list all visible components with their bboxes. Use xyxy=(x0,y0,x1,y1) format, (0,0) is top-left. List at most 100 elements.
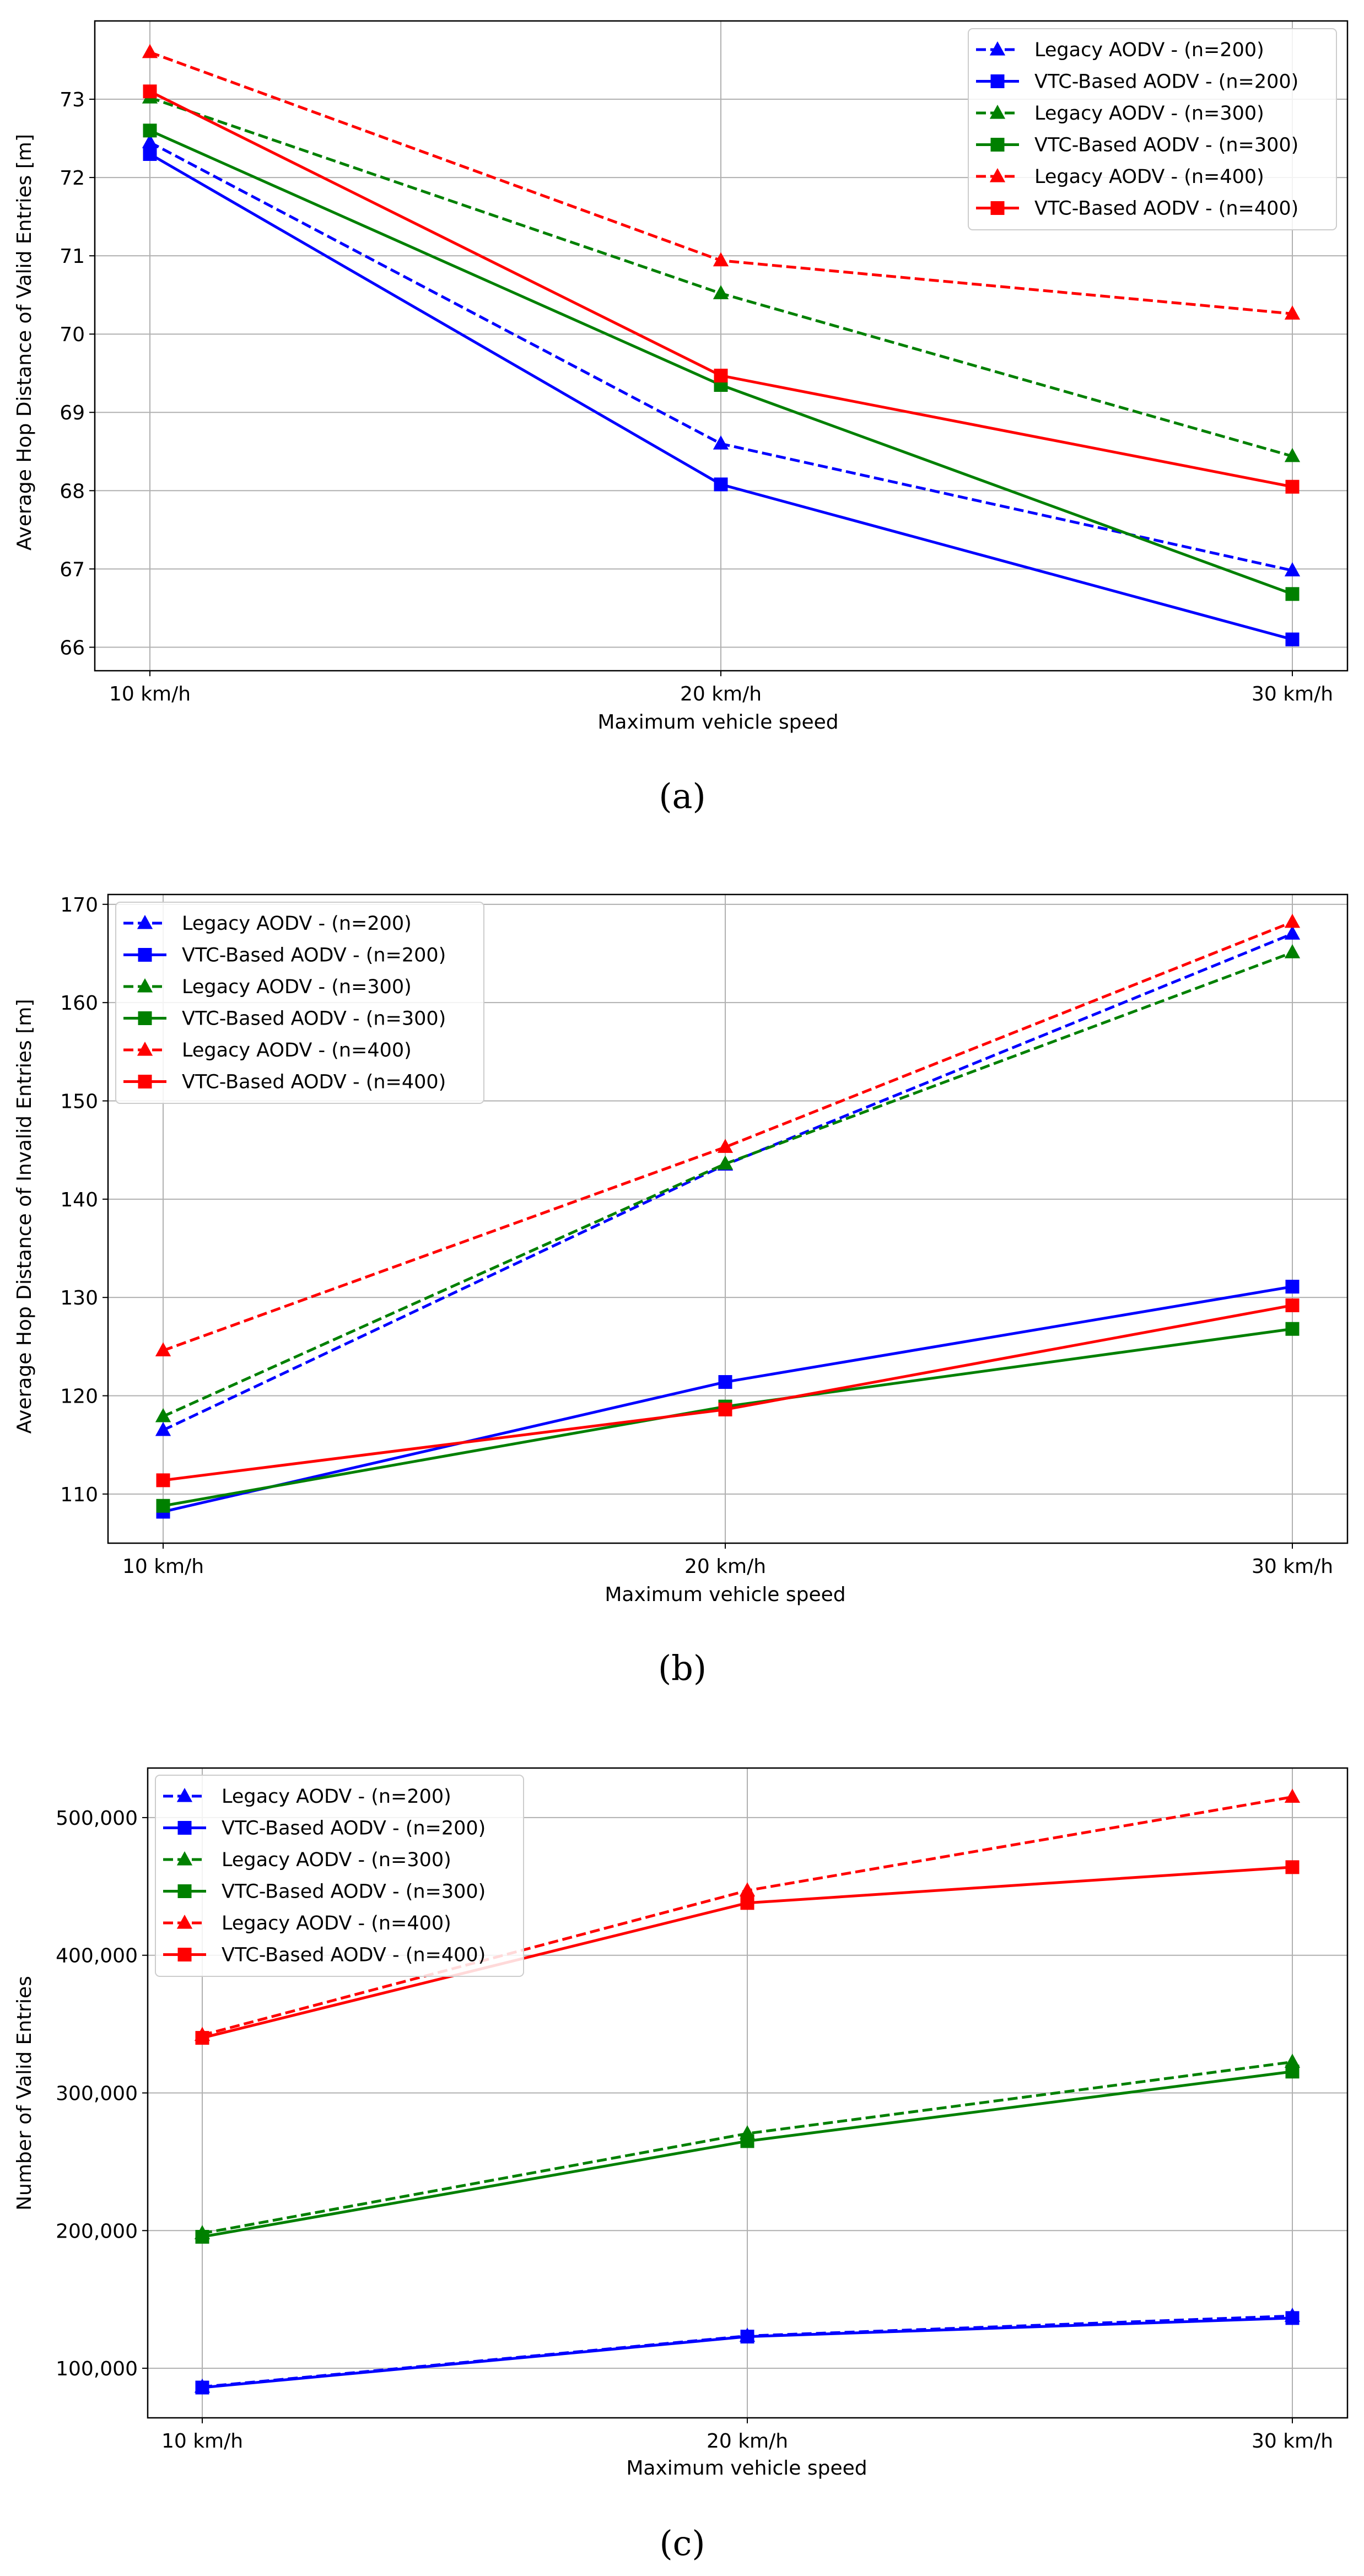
x-tick-label: 30 km/h xyxy=(1252,1555,1333,1578)
legend: Legacy AODV - (n=200) VTC-Based AODV - (n… xyxy=(115,902,484,1104)
plot-frame xyxy=(107,893,1349,1544)
data-point xyxy=(1285,479,1300,494)
legend-marker xyxy=(990,74,1005,88)
y-tick-label: 150 xyxy=(60,1091,98,1113)
legend-label: Legacy AODV - (n=300) xyxy=(222,1849,451,1871)
series-line xyxy=(163,920,1293,1352)
plot-frame xyxy=(94,20,1349,672)
legend-marker xyxy=(176,1787,193,1802)
data-point xyxy=(717,1139,734,1153)
legend-frame xyxy=(155,1775,524,1977)
data-point xyxy=(1285,632,1300,646)
y-axis-label: Average Hop Distance of Invalid Entries … xyxy=(13,999,36,1434)
data-point xyxy=(718,1402,732,1416)
legend-frame xyxy=(968,28,1337,230)
legend-label: Legacy AODV - (n=400) xyxy=(1034,166,1264,188)
data-point xyxy=(1284,562,1301,576)
y-tick-label: 72 xyxy=(60,167,85,190)
data-point xyxy=(156,1473,170,1488)
legend-label: VTC-Based AODV - (n=300) xyxy=(1034,134,1298,157)
legend-item: VTC-Based AODV - (n=400) xyxy=(976,198,1298,220)
series-6 xyxy=(156,1298,1300,1488)
series-5 xyxy=(155,913,1301,1357)
legend-item: Legacy AODV - (n=200) xyxy=(123,913,412,935)
legend-item: VTC-Based AODV - (n=300) xyxy=(123,1008,446,1030)
data-point xyxy=(1285,1280,1300,1294)
legend-label: VTC-Based AODV - (n=200) xyxy=(222,1818,486,1840)
x-tick-label: 20 km/h xyxy=(684,1555,766,1578)
legend-item: VTC-Based AODV - (n=200) xyxy=(976,71,1298,93)
y-tick-label: 70 xyxy=(60,324,85,346)
data-point xyxy=(1285,1860,1300,1874)
legend-label: Legacy AODV - (n=200) xyxy=(1034,39,1264,61)
data-point xyxy=(1285,1322,1300,1336)
legend-label: VTC-Based AODV - (n=300) xyxy=(182,1008,446,1030)
chart-panel-b: Average Hop Distance of Invalid Entries … xyxy=(13,893,1349,1688)
data-point xyxy=(717,1155,734,1170)
legend-marker xyxy=(989,168,1006,182)
legend-marker xyxy=(176,1914,193,1929)
x-tick-label: 10 km/h xyxy=(109,683,191,705)
data-point xyxy=(142,44,158,58)
legend-label: VTC-Based AODV - (n=400) xyxy=(222,1944,486,1966)
chart-panel-a: Average Hop Distance of Valid Entries [m… xyxy=(13,20,1349,816)
data-point xyxy=(1285,1298,1300,1312)
y-tick-label: 140 xyxy=(60,1189,98,1211)
y-tick-label: 73 xyxy=(60,89,85,111)
legend-frame xyxy=(115,902,484,1104)
data-point xyxy=(713,252,729,267)
x-tick-label: 10 km/h xyxy=(122,1555,204,1578)
y-tick-label: 120 xyxy=(60,1386,98,1408)
data-point xyxy=(1284,925,1301,940)
y-tick-label: 400,000 xyxy=(56,1945,138,1968)
legend-marker xyxy=(177,1821,192,1835)
data-point xyxy=(1285,2311,1300,2325)
series-5 xyxy=(142,44,1301,320)
y-tick-label: 66 xyxy=(60,637,85,659)
legend-item: Legacy AODV - (n=200) xyxy=(163,1786,451,1808)
series-3 xyxy=(155,944,1301,1422)
data-point xyxy=(1284,944,1301,958)
data-point xyxy=(143,84,157,99)
legend-marker xyxy=(990,138,1005,152)
legend-marker xyxy=(138,1011,152,1025)
legend-label: Legacy AODV - (n=200) xyxy=(182,913,412,935)
legend: Legacy AODV - (n=200) VTC-Based AODV - (n… xyxy=(968,28,1337,230)
legend-label: Legacy AODV - (n=300) xyxy=(1034,103,1264,125)
data-point xyxy=(714,368,728,382)
legend-item: VTC-Based AODV - (n=300) xyxy=(976,134,1298,157)
legend-marker xyxy=(989,41,1006,56)
x-tick-label: 30 km/h xyxy=(1252,2430,1333,2453)
data-point xyxy=(740,1896,754,1910)
data-point xyxy=(155,1342,171,1357)
data-point xyxy=(195,2031,209,2045)
x-tick-label: 30 km/h xyxy=(1252,683,1333,705)
legend-marker xyxy=(177,1884,192,1898)
legend-item: VTC-Based AODV - (n=400) xyxy=(123,1071,446,1093)
chart-panel-c: Number of Valid Entries Maximum vehicle … xyxy=(13,1767,1349,2563)
legend-marker xyxy=(990,201,1005,215)
legend-item: Legacy AODV - (n=400) xyxy=(123,1039,412,1061)
legend-item: Legacy AODV - (n=400) xyxy=(976,166,1264,188)
data-point xyxy=(1284,1788,1301,1803)
legend-item: Legacy AODV - (n=200) xyxy=(976,39,1264,61)
legend-label: VTC-Based AODV - (n=400) xyxy=(182,1071,446,1093)
y-tick-label: 300,000 xyxy=(56,2083,138,2105)
y-tick-label: 67 xyxy=(60,558,85,581)
y-tick-label: 110 xyxy=(60,1484,98,1506)
y-tick-label: 69 xyxy=(60,402,85,424)
data-point xyxy=(713,435,729,450)
legend-item: Legacy AODV - (n=300) xyxy=(976,103,1264,125)
x-axis-label: Maximum vehicle speed xyxy=(626,2457,867,2480)
data-point xyxy=(155,1421,171,1436)
y-tick-label: 100,000 xyxy=(56,2358,138,2380)
data-point xyxy=(740,2134,754,2148)
data-point xyxy=(718,1375,732,1389)
legend-marker xyxy=(176,1851,193,1866)
legend-item: VTC-Based AODV - (n=400) xyxy=(163,1944,486,1966)
y-tick-label: 160 xyxy=(60,992,98,1015)
data-point xyxy=(156,1499,170,1513)
y-axis-label: Number of Valid Entries xyxy=(13,1976,36,2211)
data-point xyxy=(143,123,157,138)
